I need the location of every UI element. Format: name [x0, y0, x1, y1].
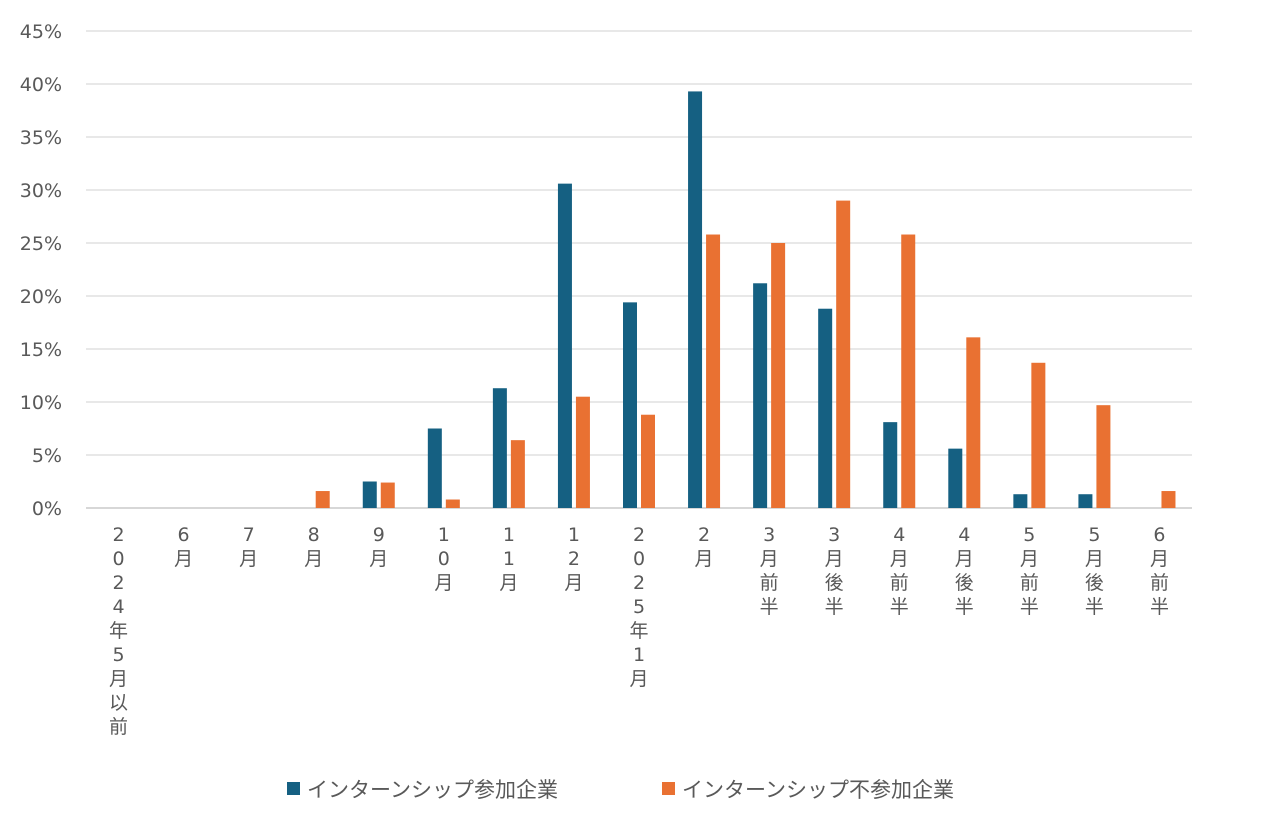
bar-participant [362, 481, 377, 508]
legend-label: インターンシップ不参加企業 [682, 778, 954, 802]
bar-participant [492, 388, 507, 508]
y-tick-label: 30% [20, 180, 62, 202]
x-tick-label: 5 月後半 [1085, 524, 1104, 618]
bar-participant [1013, 494, 1028, 508]
bar-non-participant [510, 440, 525, 508]
bar-participant [1078, 494, 1093, 508]
grid-layer [86, 30, 1192, 509]
x-axis-ticks: 2 0 2 4 年 5 月以前 6 月 7 月 8 月 9 月 1 0 月 1 1 月 1 2 月 2 0 2 5 年 1 月 2 月 3 月前半 3… [109, 524, 1169, 738]
bar-participant [688, 91, 703, 509]
bar-non-participant [575, 396, 590, 508]
bar-participant [623, 302, 637, 508]
y-axis-ticks: 0% 5% 10% 15% 20% 25% 30% 35% 40% 45% [20, 21, 62, 520]
x-tick-label: 2 0 2 4 年 5 月以前 [109, 524, 128, 738]
bar-participant [753, 283, 768, 508]
y-tick-label: 40% [20, 74, 62, 96]
bar-non-participant [315, 491, 330, 508]
bar-non-participant [901, 234, 916, 508]
bar-participant [427, 428, 442, 508]
x-tick-label: 3 月前半 [760, 524, 779, 618]
bar-non-participant [771, 243, 786, 508]
bar-non-participant [641, 414, 655, 508]
bar-participant [883, 422, 898, 508]
y-tick-label: 5% [32, 445, 62, 467]
bar-non-participant [1161, 491, 1176, 508]
x-tick-label: 4 月前半 [890, 524, 909, 618]
y-tick-label: 15% [20, 339, 62, 361]
x-tick-label: 3 月後半 [825, 524, 844, 618]
bar-participant [818, 308, 833, 508]
legend-swatch [287, 782, 300, 795]
y-tick-label: 35% [20, 127, 62, 149]
x-tick-label: 4 月後半 [955, 524, 974, 618]
bar-non-participant [706, 234, 721, 508]
x-tick-label: 6 月前半 [1150, 524, 1169, 618]
x-tick-label: 5 月前半 [1020, 524, 1039, 618]
y-tick-label: 10% [20, 392, 62, 414]
legend-swatch [662, 782, 675, 795]
legend-item-non-participant[interactable]: インターンシップ不参加企業 [662, 778, 954, 802]
bar-participant [557, 183, 572, 508]
legend-label: インターンシップ参加企業 [307, 778, 558, 802]
y-tick-label: 20% [20, 286, 62, 308]
bar-non-participant [836, 200, 851, 508]
y-tick-label: 45% [20, 21, 62, 43]
bar-non-participant [966, 337, 981, 508]
bar-non-participant [1031, 362, 1046, 508]
y-tick-label: 25% [20, 233, 62, 255]
bar-non-participant [445, 499, 460, 508]
bar-participant [948, 448, 963, 508]
legend-item-participant[interactable]: インターンシップ参加企業 [287, 778, 558, 802]
bars [315, 91, 1176, 509]
bar-non-participant [380, 482, 395, 508]
y-tick-label: 0% [32, 498, 62, 520]
bar-non-participant [1096, 405, 1111, 508]
legend[interactable]: インターンシップ参加企業 インターンシップ不参加企業 [287, 778, 954, 802]
